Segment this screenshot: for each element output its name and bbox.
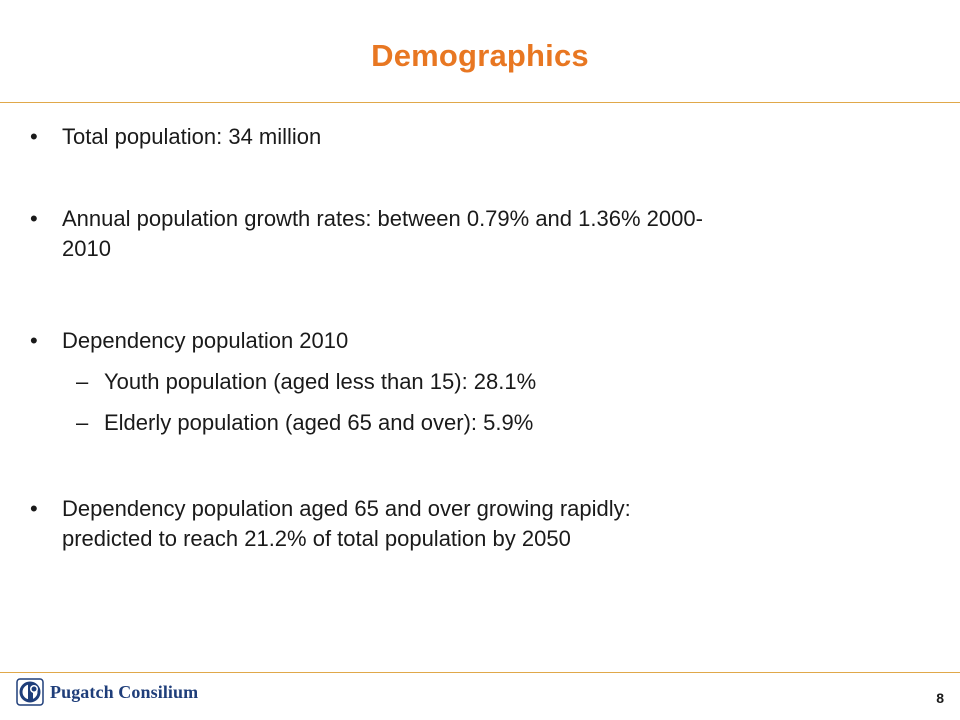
subitem-youth-population: – Youth population (aged less than 15): … bbox=[76, 367, 924, 397]
bullet-dependency-2010: • Dependency population 2010 bbox=[30, 326, 932, 356]
bullet-total-population: • Total population: 34 million bbox=[30, 122, 932, 152]
subitem-text: Youth population (aged less than 15): 28… bbox=[104, 369, 537, 394]
bullet-text: Dependency population 2010 bbox=[62, 328, 349, 353]
subitem-marker: – bbox=[76, 410, 89, 435]
footer-divider bbox=[0, 672, 960, 673]
subitem-elderly-population: – Elderly population (aged 65 and over):… bbox=[76, 408, 924, 438]
page-number: 8 bbox=[936, 690, 944, 706]
pugatch-consilium-logo-icon bbox=[16, 678, 44, 706]
bullet-text: Total population: 34 million bbox=[62, 124, 322, 149]
bullet-text-line: 2010 bbox=[62, 236, 111, 261]
footer-logo: Pugatch Consilium bbox=[16, 678, 198, 706]
slide-title: Demographics bbox=[371, 38, 589, 73]
bullet-marker: • bbox=[30, 328, 38, 353]
subitem-text: Elderly population (aged 65 and over): 5… bbox=[104, 410, 534, 435]
title-divider bbox=[0, 102, 960, 103]
bullet-text-line: Annual population growth rates: between … bbox=[62, 206, 703, 231]
bullet-text-line: Dependency population aged 65 and over g… bbox=[62, 496, 631, 521]
bullet-text-line: predicted to reach 21.2% of total popula… bbox=[62, 526, 571, 551]
bullet-marker: • bbox=[30, 124, 38, 149]
bullet-marker: • bbox=[30, 206, 38, 231]
logo-text: Pugatch Consilium bbox=[50, 681, 199, 702]
bullet-aged-65-growth: • Dependency population aged 65 and over… bbox=[30, 494, 932, 554]
bullet-growth-rates: • Annual population growth rates: betwee… bbox=[30, 204, 932, 264]
bullet-marker: • bbox=[30, 496, 38, 521]
subitem-marker: – bbox=[76, 369, 89, 394]
